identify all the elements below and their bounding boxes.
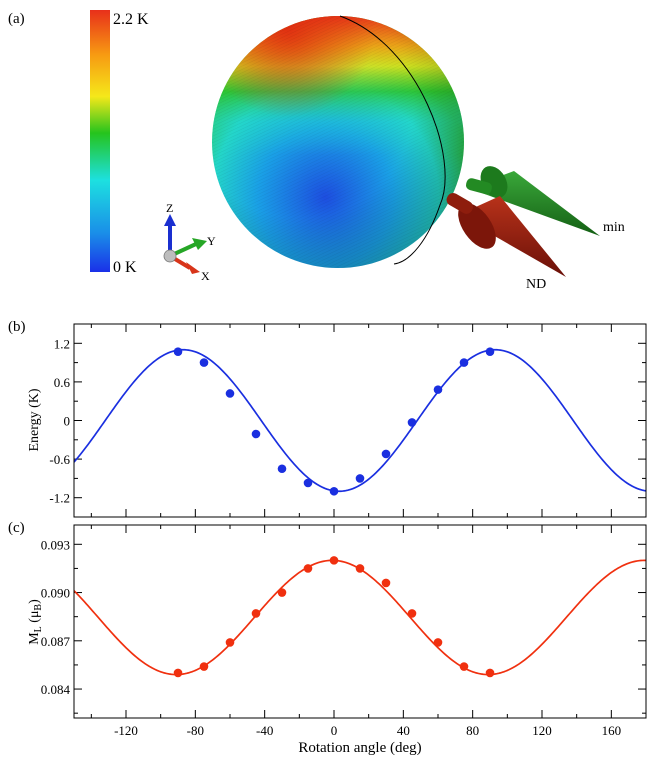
energy-data-point [355, 474, 365, 483]
energy-data-point [407, 418, 417, 427]
axes-triad: Z Y X [163, 201, 216, 283]
ml-data-point [251, 609, 261, 618]
colorbar-max-label: 2.2 K [113, 11, 149, 28]
x-axis-arrowhead [186, 262, 200, 274]
ml-data-point [407, 609, 417, 618]
energy-fit-curve [74, 348, 646, 493]
ml-y-tick-label: 0.084 [41, 682, 71, 697]
x-axis-label: X [201, 269, 210, 283]
ml-data-point [433, 638, 443, 647]
nd-arrow-label: ND [526, 277, 546, 292]
ml-x-tick-label: 80 [466, 723, 479, 738]
ml-x-tick-label: -120 [114, 723, 138, 738]
energy-data-point [329, 486, 339, 496]
energy-y-tick-label: 0.6 [54, 375, 71, 390]
energy-data-point [173, 347, 183, 356]
ml-data-point [225, 638, 235, 647]
ml-ticks: -120 -80 -40 0 40 80 120 160 0.084 0.087 0.090 0.09… [41, 525, 647, 738]
ml-fit-curve [74, 559, 646, 676]
great-circle [339, 15, 446, 265]
z-axis-label: Z [166, 201, 173, 215]
energy-sphere [212, 15, 464, 268]
colorbar-gradient [90, 10, 110, 272]
energy-data-point [433, 385, 443, 394]
energy-data-point [251, 429, 261, 439]
energy-plot-frame [73, 323, 647, 518]
panel-c-label: (c) [8, 520, 25, 536]
ml-x-tick-label: 120 [532, 723, 552, 738]
nd-direction-arrow: ND [446, 192, 566, 292]
ml-data-point [173, 668, 183, 678]
min-direction-arrow: min [465, 166, 625, 236]
colorbar-min-label: 0 K [113, 259, 137, 276]
energy-data-point [303, 478, 313, 488]
y-axis-arrowhead [192, 238, 207, 250]
ml-data-point [199, 662, 209, 671]
energy-data-point [381, 449, 391, 459]
energy-y-tick-label: -0.6 [49, 452, 70, 467]
panel-a: (a) 2.2 K 0 K Z Y X [8, 10, 625, 292]
panel-a-label: (a) [8, 11, 25, 27]
ml-x-tick-label: 40 [397, 723, 410, 738]
energy-y-tick-label: 0 [64, 414, 71, 429]
energy-data-point [277, 464, 287, 474]
ml-data-point [381, 578, 391, 588]
ml-data-point [355, 564, 365, 573]
ml-data-point [277, 588, 287, 597]
ml-x-tick-label: -80 [187, 723, 204, 738]
ml-x-tick-label: -40 [256, 723, 273, 738]
z-axis-arrowhead [164, 214, 176, 226]
origin-sphere [163, 249, 177, 263]
energy-data-point [199, 358, 209, 367]
y-axis-label: Y [207, 234, 216, 248]
energy-data-point [485, 347, 495, 356]
energy-y-tick-label: -1.2 [49, 491, 70, 506]
ml-y-tick-label: 0.090 [41, 586, 70, 601]
energy-data-points [173, 347, 495, 496]
energy-y-tick-label: 1.2 [54, 336, 70, 351]
ml-data-point [329, 556, 339, 565]
min-arrow-label: min [603, 220, 625, 235]
ml-data-point [485, 668, 495, 678]
energy-data-point [225, 389, 235, 398]
ml-data-point [303, 564, 313, 573]
panel-b-label: (b) [8, 319, 26, 335]
ml-x-tick-label: 160 [602, 723, 622, 738]
ml-data-points [173, 556, 495, 678]
x-axis-title: Rotation angle (deg) [298, 740, 421, 756]
colorbar: 2.2 K 0 K [90, 10, 149, 276]
energy-data-point [459, 358, 469, 367]
ml-x-tick-label: 0 [331, 723, 338, 738]
ml-y-tick-label: 0.087 [41, 634, 71, 649]
energy-ticks: -1.2 -0.6 0 0.6 1.2 [49, 324, 647, 517]
ml-plot-frame [73, 524, 647, 719]
energy-y-axis-title: Energy (K) [27, 388, 42, 451]
panel-c: (c) ML (μB) -120 -80 -40 0 40 80 120 1600.0840.… [8, 520, 647, 756]
ml-y-tick-label: 0.093 [41, 537, 70, 552]
ml-data-point [459, 662, 469, 671]
panel-b: (b) Energy (K) -1.2 -0.6 0 0.6 1.2 [8, 319, 647, 518]
